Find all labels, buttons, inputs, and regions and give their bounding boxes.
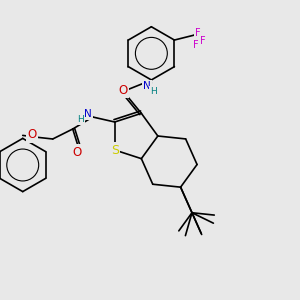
Text: N: N: [84, 109, 92, 119]
Text: F: F: [193, 40, 198, 50]
Text: O: O: [27, 128, 36, 142]
Text: H: H: [150, 87, 157, 96]
Text: F: F: [195, 28, 200, 38]
Text: N: N: [143, 81, 151, 91]
Text: S: S: [111, 143, 119, 157]
Text: F: F: [200, 36, 205, 46]
Text: O: O: [119, 84, 128, 97]
Text: O: O: [72, 146, 81, 158]
Text: H: H: [77, 116, 84, 124]
